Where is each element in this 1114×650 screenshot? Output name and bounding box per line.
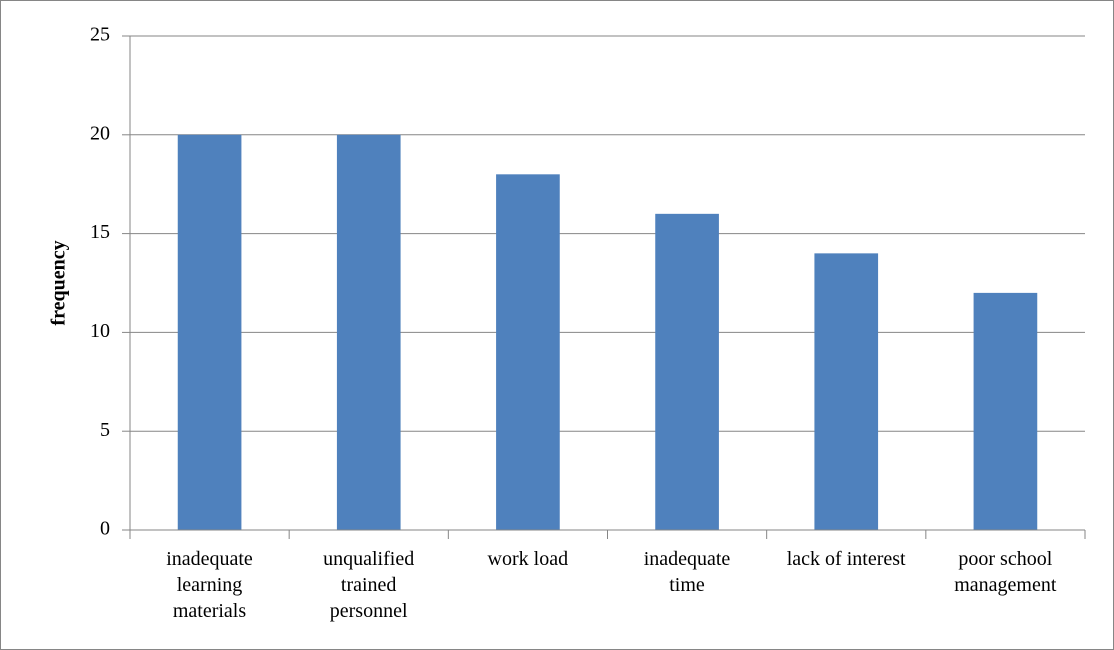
y-tick-label: 5 xyxy=(100,419,110,441)
x-tick-label: inadequate time xyxy=(643,548,731,596)
bar xyxy=(973,292,1038,530)
bar xyxy=(655,213,719,530)
bar xyxy=(336,134,401,531)
bar xyxy=(496,174,560,530)
x-tick-label: unqualified trained personnel xyxy=(323,548,415,622)
x-tick-label: lack of interest xyxy=(786,548,906,570)
x-tick-label: poor school management xyxy=(954,548,1057,596)
bar xyxy=(177,134,242,531)
x-tick-label: inadequate learning materials xyxy=(166,548,253,622)
x-tick-label: work load xyxy=(487,548,569,570)
y-tick-label: 25 xyxy=(90,24,110,46)
y-tick-label: 15 xyxy=(90,221,110,243)
bar xyxy=(814,253,879,531)
y-axis-label: frequency xyxy=(48,240,70,325)
y-tick-label: 10 xyxy=(90,320,110,342)
y-tick-label: 20 xyxy=(90,122,110,144)
y-tick-label: 0 xyxy=(100,518,110,540)
